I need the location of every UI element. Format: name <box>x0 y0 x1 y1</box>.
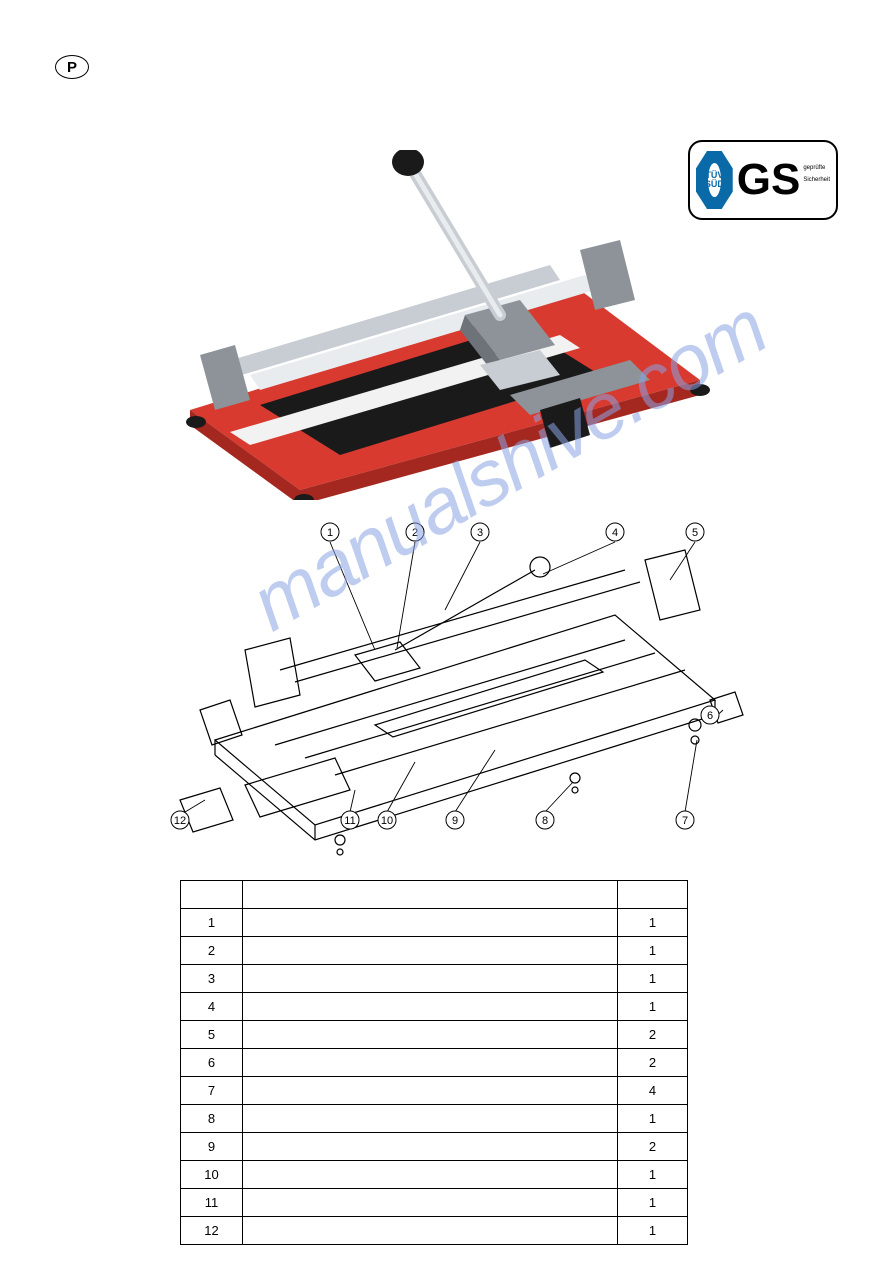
table-row: 10 1 <box>181 1161 688 1189</box>
cell-qty: 4 <box>618 1077 688 1105</box>
gs-text: GS <box>737 159 801 201</box>
callout-number: 10 <box>381 815 393 827</box>
cell-description <box>243 1021 618 1049</box>
cell-number: 5 <box>181 1021 243 1049</box>
cell-number: 4 <box>181 993 243 1021</box>
cell-description <box>243 1049 618 1077</box>
page-letter-text: P <box>67 59 77 76</box>
cell-number: 2 <box>181 937 243 965</box>
cell-number: 3 <box>181 965 243 993</box>
cell-qty: 1 <box>618 937 688 965</box>
callout-number: 3 <box>477 527 483 539</box>
table-row: 74 <box>181 1077 688 1105</box>
th-description <box>243 881 618 909</box>
table-row: 92 <box>181 1133 688 1161</box>
cell-number: 12 <box>181 1217 243 1245</box>
table-row: 11 <box>181 909 688 937</box>
cell-description <box>243 909 618 937</box>
cell-qty: 1 <box>618 1189 688 1217</box>
cell-description <box>243 1217 618 1245</box>
cell-description <box>243 1105 618 1133</box>
cell-description <box>243 965 618 993</box>
cell-number: 9 <box>181 1133 243 1161</box>
callout-number: 8 <box>542 815 548 827</box>
cell-number: 7 <box>181 1077 243 1105</box>
cell-qty: 1 <box>618 909 688 937</box>
parts-table: 112131415262748192101111121 <box>180 880 688 1245</box>
table-row: 52 <box>181 1021 688 1049</box>
cell-qty: 1 <box>618 1217 688 1245</box>
cell-number: 6 <box>181 1049 243 1077</box>
callout-number: 9 <box>452 815 458 827</box>
th-number <box>181 881 243 909</box>
cell-qty: 1 <box>618 965 688 993</box>
cell-description <box>243 937 618 965</box>
cell-number: 10 <box>181 1161 243 1189</box>
cell-number: 11 <box>181 1189 243 1217</box>
callout-number: 5 <box>692 527 698 539</box>
product-photo <box>160 150 720 500</box>
table-row: 31 <box>181 965 688 993</box>
callout-number: 11 <box>344 815 355 827</box>
gs-sub1: geprüfte <box>803 165 830 171</box>
exploded-diagram: 123456789101112 <box>125 500 765 860</box>
table-row: 41 <box>181 993 688 1021</box>
gs-mark: GS geprüfte Sicherheit <box>737 159 830 201</box>
table-row: 62 <box>181 1049 688 1077</box>
table-row: 12 1 <box>181 1217 688 1245</box>
callout-number: 1 <box>327 527 333 539</box>
gs-subtitle: geprüfte Sicherheit <box>803 159 830 184</box>
cell-qty: 1 <box>618 1161 688 1189</box>
callout-number: 7 <box>682 815 688 827</box>
gs-sub2: Sicherheit <box>803 177 830 183</box>
cell-number: 8 <box>181 1105 243 1133</box>
th-qty <box>618 881 688 909</box>
table-header-row <box>181 881 688 909</box>
cell-description <box>243 993 618 1021</box>
cell-qty: 2 <box>618 1021 688 1049</box>
callout-number: 12 <box>174 815 186 827</box>
cell-number: 1 <box>181 909 243 937</box>
cell-qty: 2 <box>618 1133 688 1161</box>
callout-number: 6 <box>707 710 713 722</box>
table-row: 21 <box>181 937 688 965</box>
cell-description <box>243 1077 618 1105</box>
callout-number: 4 <box>612 527 618 539</box>
table-row: 81 <box>181 1105 688 1133</box>
cell-description <box>243 1189 618 1217</box>
cell-qty: 2 <box>618 1049 688 1077</box>
cell-qty: 1 <box>618 1105 688 1133</box>
callout-number: 2 <box>412 527 418 539</box>
cell-description <box>243 1161 618 1189</box>
table-row: 111 <box>181 1189 688 1217</box>
cell-qty: 1 <box>618 993 688 1021</box>
page-letter-badge: P <box>55 55 89 79</box>
cell-description <box>243 1133 618 1161</box>
